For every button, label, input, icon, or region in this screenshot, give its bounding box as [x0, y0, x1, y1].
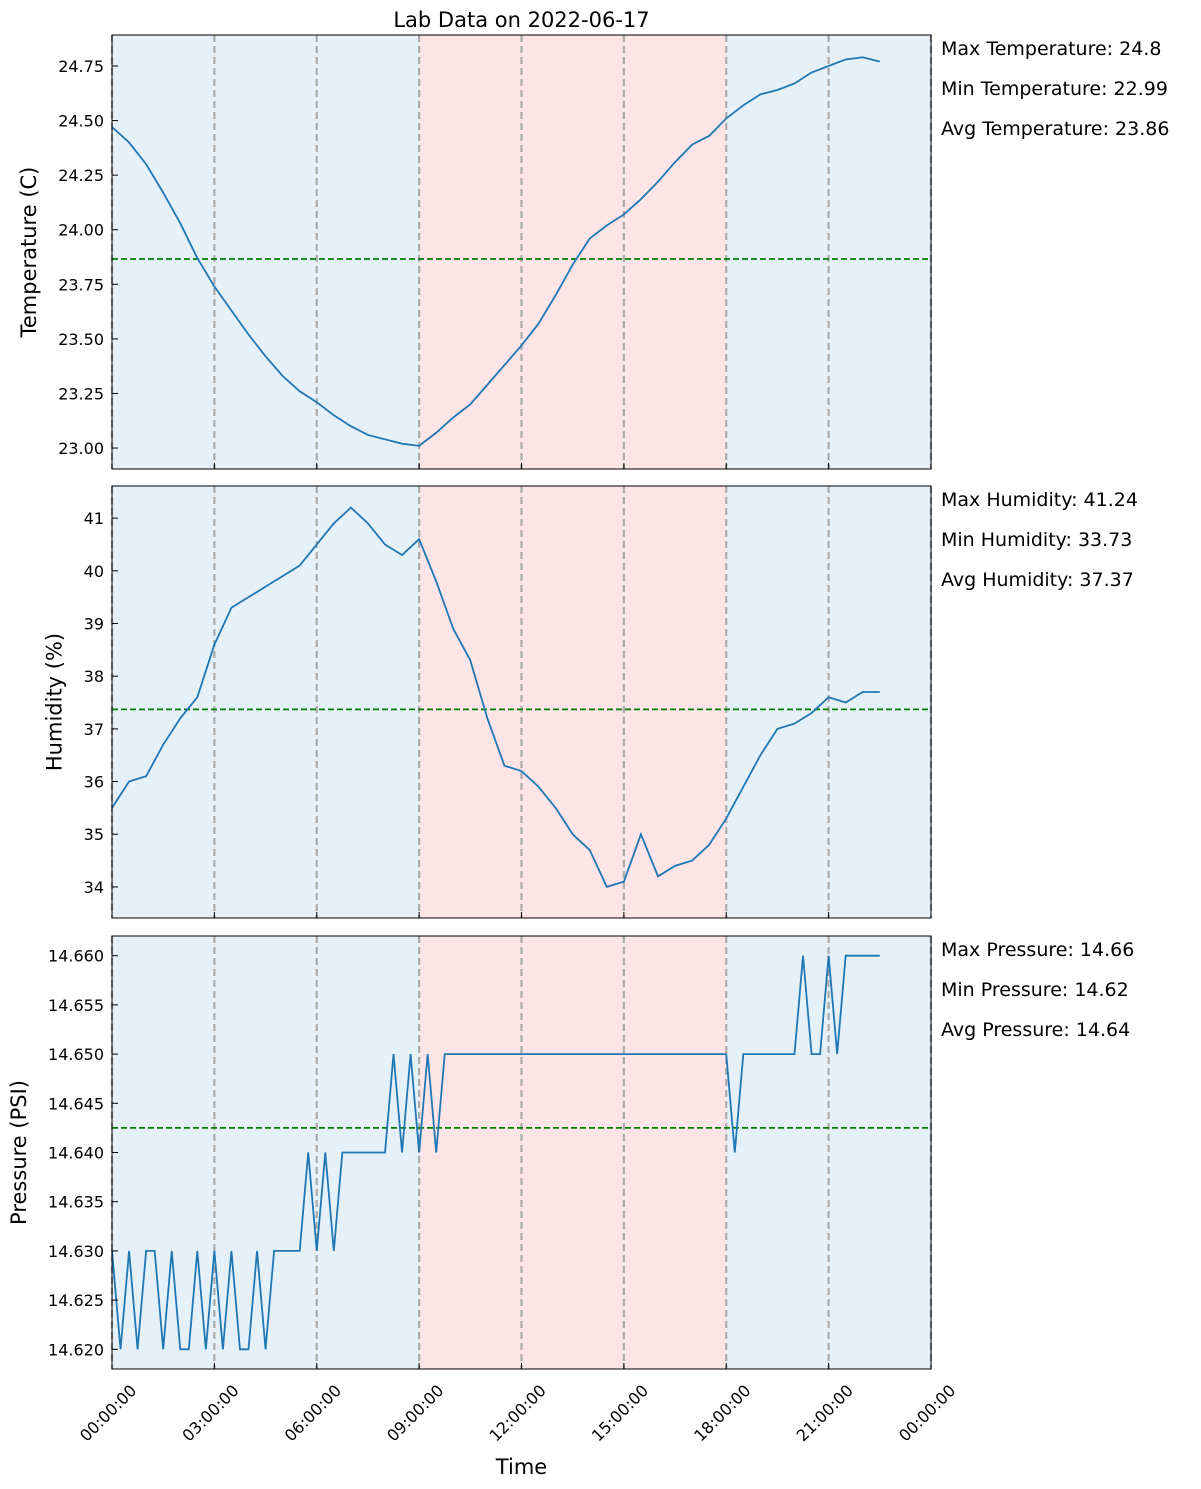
- y-tick-label: 39: [84, 615, 104, 634]
- y-tick-label: 36: [84, 773, 104, 792]
- plot-frame: [111, 34, 932, 470]
- x-tick-label: 00:00:00: [76, 1381, 140, 1445]
- y-tick-label: 34: [84, 878, 104, 897]
- x-tick-label: 15:00:00: [588, 1381, 652, 1445]
- stat-annotation: Avg Temperature: 23.86: [941, 118, 1169, 140]
- y-tick-label: 24.00: [58, 221, 104, 240]
- highlight-region: [419, 936, 727, 1369]
- data-line: [111, 954, 880, 1351]
- y-tick-label: 14.650: [48, 1045, 104, 1064]
- y-tick-label: 23.75: [58, 275, 104, 294]
- stat-annotation: Min Pressure: 14.62: [941, 979, 1129, 1001]
- y-tick-label: 24.25: [58, 166, 104, 185]
- x-tick-label: 06:00:00: [281, 1381, 345, 1445]
- x-tick-label: 12:00:00: [485, 1381, 549, 1445]
- stat-annotation: Max Humidity: 41.24: [941, 489, 1138, 511]
- y-tick-label: 35: [84, 825, 104, 844]
- y-tick-label: 24.50: [58, 112, 104, 131]
- y-tick-label: 14.640: [48, 1144, 104, 1163]
- data-line: [111, 56, 881, 447]
- y-tick-label: 38: [84, 667, 104, 686]
- y-axis-label: Temperature (C): [17, 167, 41, 339]
- y-tick-label: 14.620: [48, 1340, 104, 1359]
- y-tick-label: 14.655: [48, 996, 104, 1015]
- y-tick-label: 14.660: [48, 947, 104, 966]
- x-tick-label: 09:00:00: [383, 1381, 447, 1445]
- y-tick-label: 40: [84, 562, 104, 581]
- y-tick-label: 23.00: [58, 439, 104, 458]
- y-tick-label: 23.25: [58, 384, 104, 403]
- y-tick-label: 41: [84, 509, 104, 528]
- x-tick-label: 21:00:00: [793, 1381, 857, 1445]
- x-tick-label: 00:00:00: [895, 1381, 959, 1445]
- stat-annotation: Max Temperature: 24.8: [941, 38, 1161, 60]
- y-tick-label: 14.635: [48, 1193, 104, 1212]
- y-axis-label: Humidity (%): [43, 633, 67, 771]
- y-tick-label: 37: [84, 720, 104, 739]
- highlight-region: [419, 35, 727, 469]
- y-axis-label: Pressure (PSI): [7, 1080, 31, 1225]
- highlight-region: [419, 486, 727, 918]
- y-tick-label: 14.625: [48, 1291, 104, 1310]
- stat-annotation: Avg Pressure: 14.64: [941, 1019, 1130, 1041]
- stat-annotation: Max Pressure: 14.66: [941, 939, 1134, 961]
- plot-frame: [111, 485, 932, 919]
- stat-annotation: Avg Humidity: 37.37: [941, 569, 1134, 591]
- x-axis-label: Time: [495, 1455, 547, 1479]
- data-line: [111, 506, 880, 889]
- y-tick-label: 14.630: [48, 1242, 104, 1261]
- y-tick-label: 24.75: [58, 57, 104, 76]
- x-tick-label: 18:00:00: [690, 1381, 754, 1445]
- chart-title: Lab Data on 2022-06-17: [393, 8, 649, 32]
- y-tick-label: 23.50: [58, 330, 104, 349]
- y-tick-label: 14.645: [48, 1094, 104, 1113]
- x-tick-label: 03:00:00: [178, 1381, 242, 1445]
- stat-annotation: Min Humidity: 33.73: [941, 529, 1132, 551]
- stat-annotation: Min Temperature: 22.99: [941, 78, 1168, 100]
